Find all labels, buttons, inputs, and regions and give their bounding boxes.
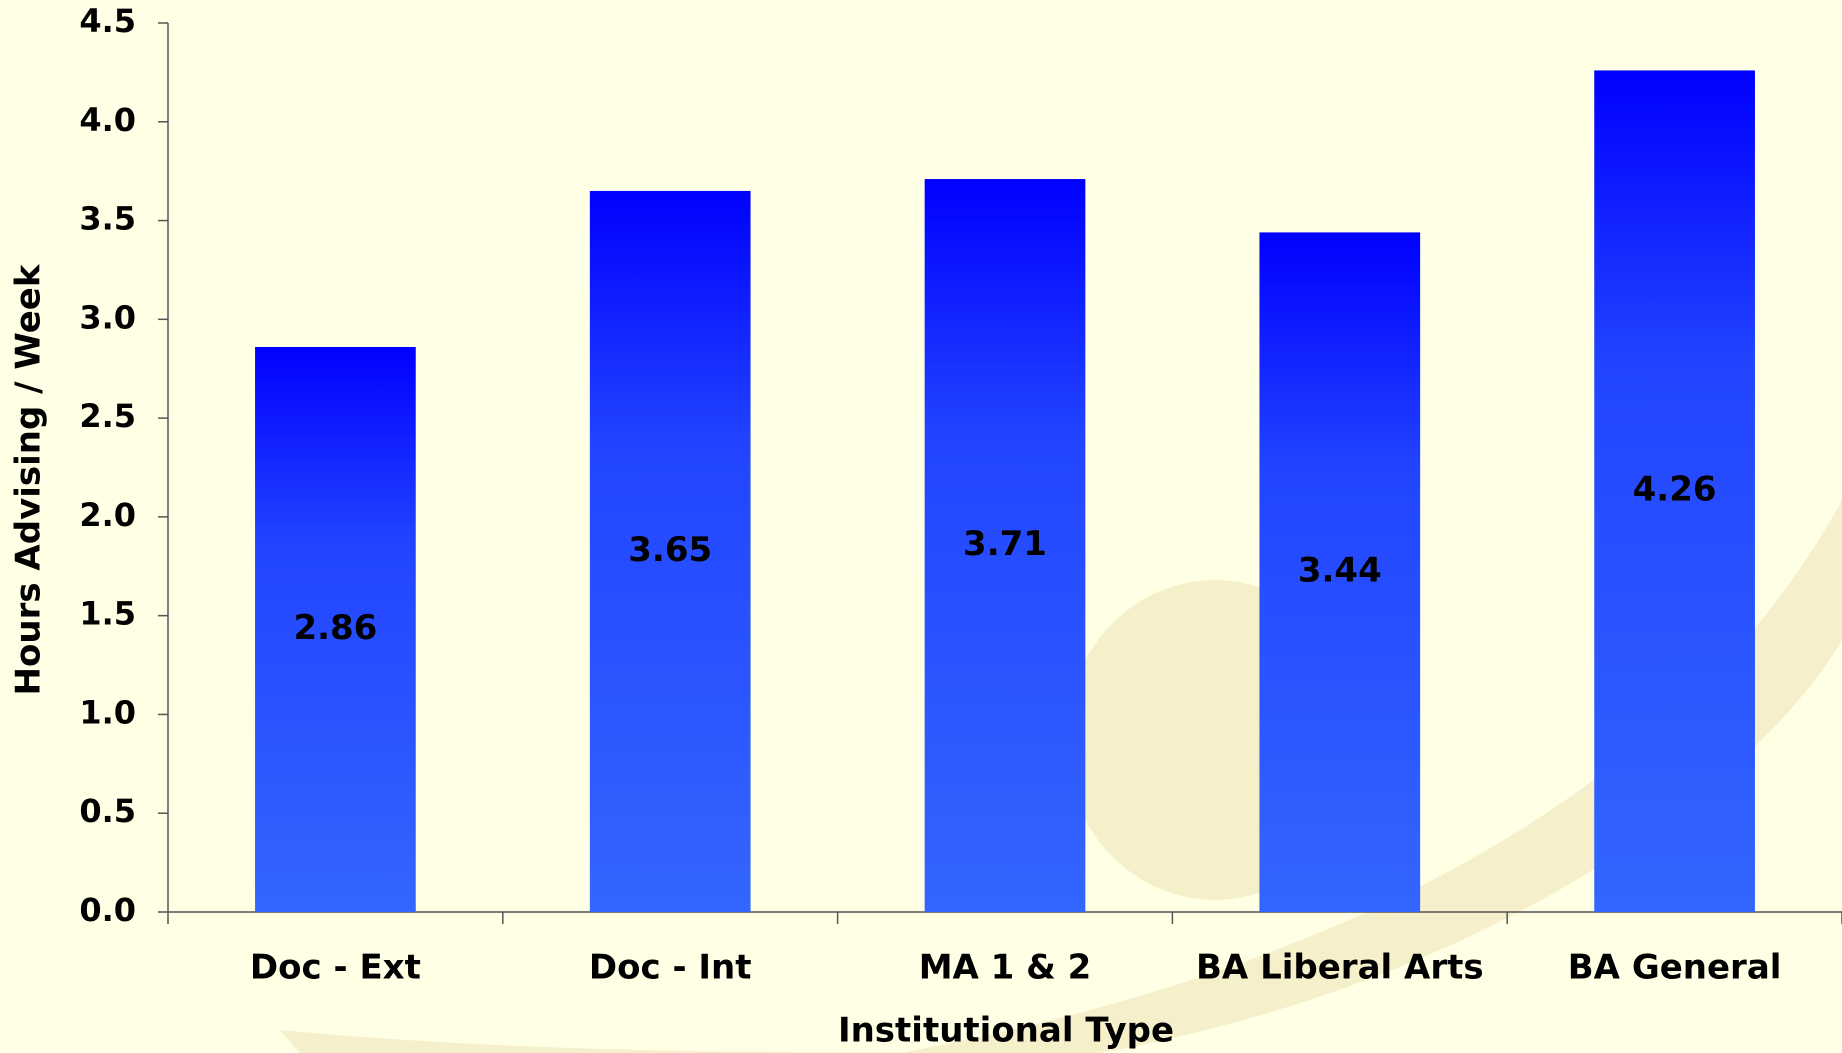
value-label: 3.65 bbox=[628, 530, 712, 570]
y-tick-label: 2.0 bbox=[79, 496, 136, 534]
x-tick-label: BA Liberal Arts bbox=[1196, 948, 1484, 988]
x-tick-label: Doc - Int bbox=[589, 948, 752, 988]
bar bbox=[589, 190, 751, 912]
y-tick-label: 0.5 bbox=[79, 792, 136, 830]
y-axis-title: Hours Advising / Week bbox=[9, 263, 49, 695]
y-tick-label: 0.0 bbox=[79, 891, 136, 929]
bar bbox=[1594, 70, 1755, 912]
y-tick-label: 1.5 bbox=[79, 595, 136, 633]
bar bbox=[255, 346, 416, 913]
x-tick-label: Doc - Ext bbox=[250, 948, 421, 988]
x-axis-title: Institutional Type bbox=[838, 1011, 1174, 1051]
value-label: 2.86 bbox=[293, 608, 377, 648]
y-tick-label: 2.5 bbox=[79, 397, 136, 435]
y-tick-label: 4.0 bbox=[79, 101, 136, 139]
value-label: 3.44 bbox=[1298, 551, 1382, 591]
y-tick-label: 3.5 bbox=[79, 200, 136, 238]
y-tick-label: 4.5 bbox=[79, 2, 136, 40]
x-tick-label: BA General bbox=[1568, 948, 1782, 988]
value-label: 4.26 bbox=[1633, 470, 1717, 510]
bar bbox=[924, 179, 1086, 912]
x-tick-label: MA 1 & 2 bbox=[919, 948, 1092, 988]
y-tick-label: 1.0 bbox=[79, 693, 136, 731]
value-label: 3.71 bbox=[963, 524, 1047, 564]
y-tick-label: 3.0 bbox=[79, 298, 136, 336]
bar bbox=[1259, 232, 1421, 913]
